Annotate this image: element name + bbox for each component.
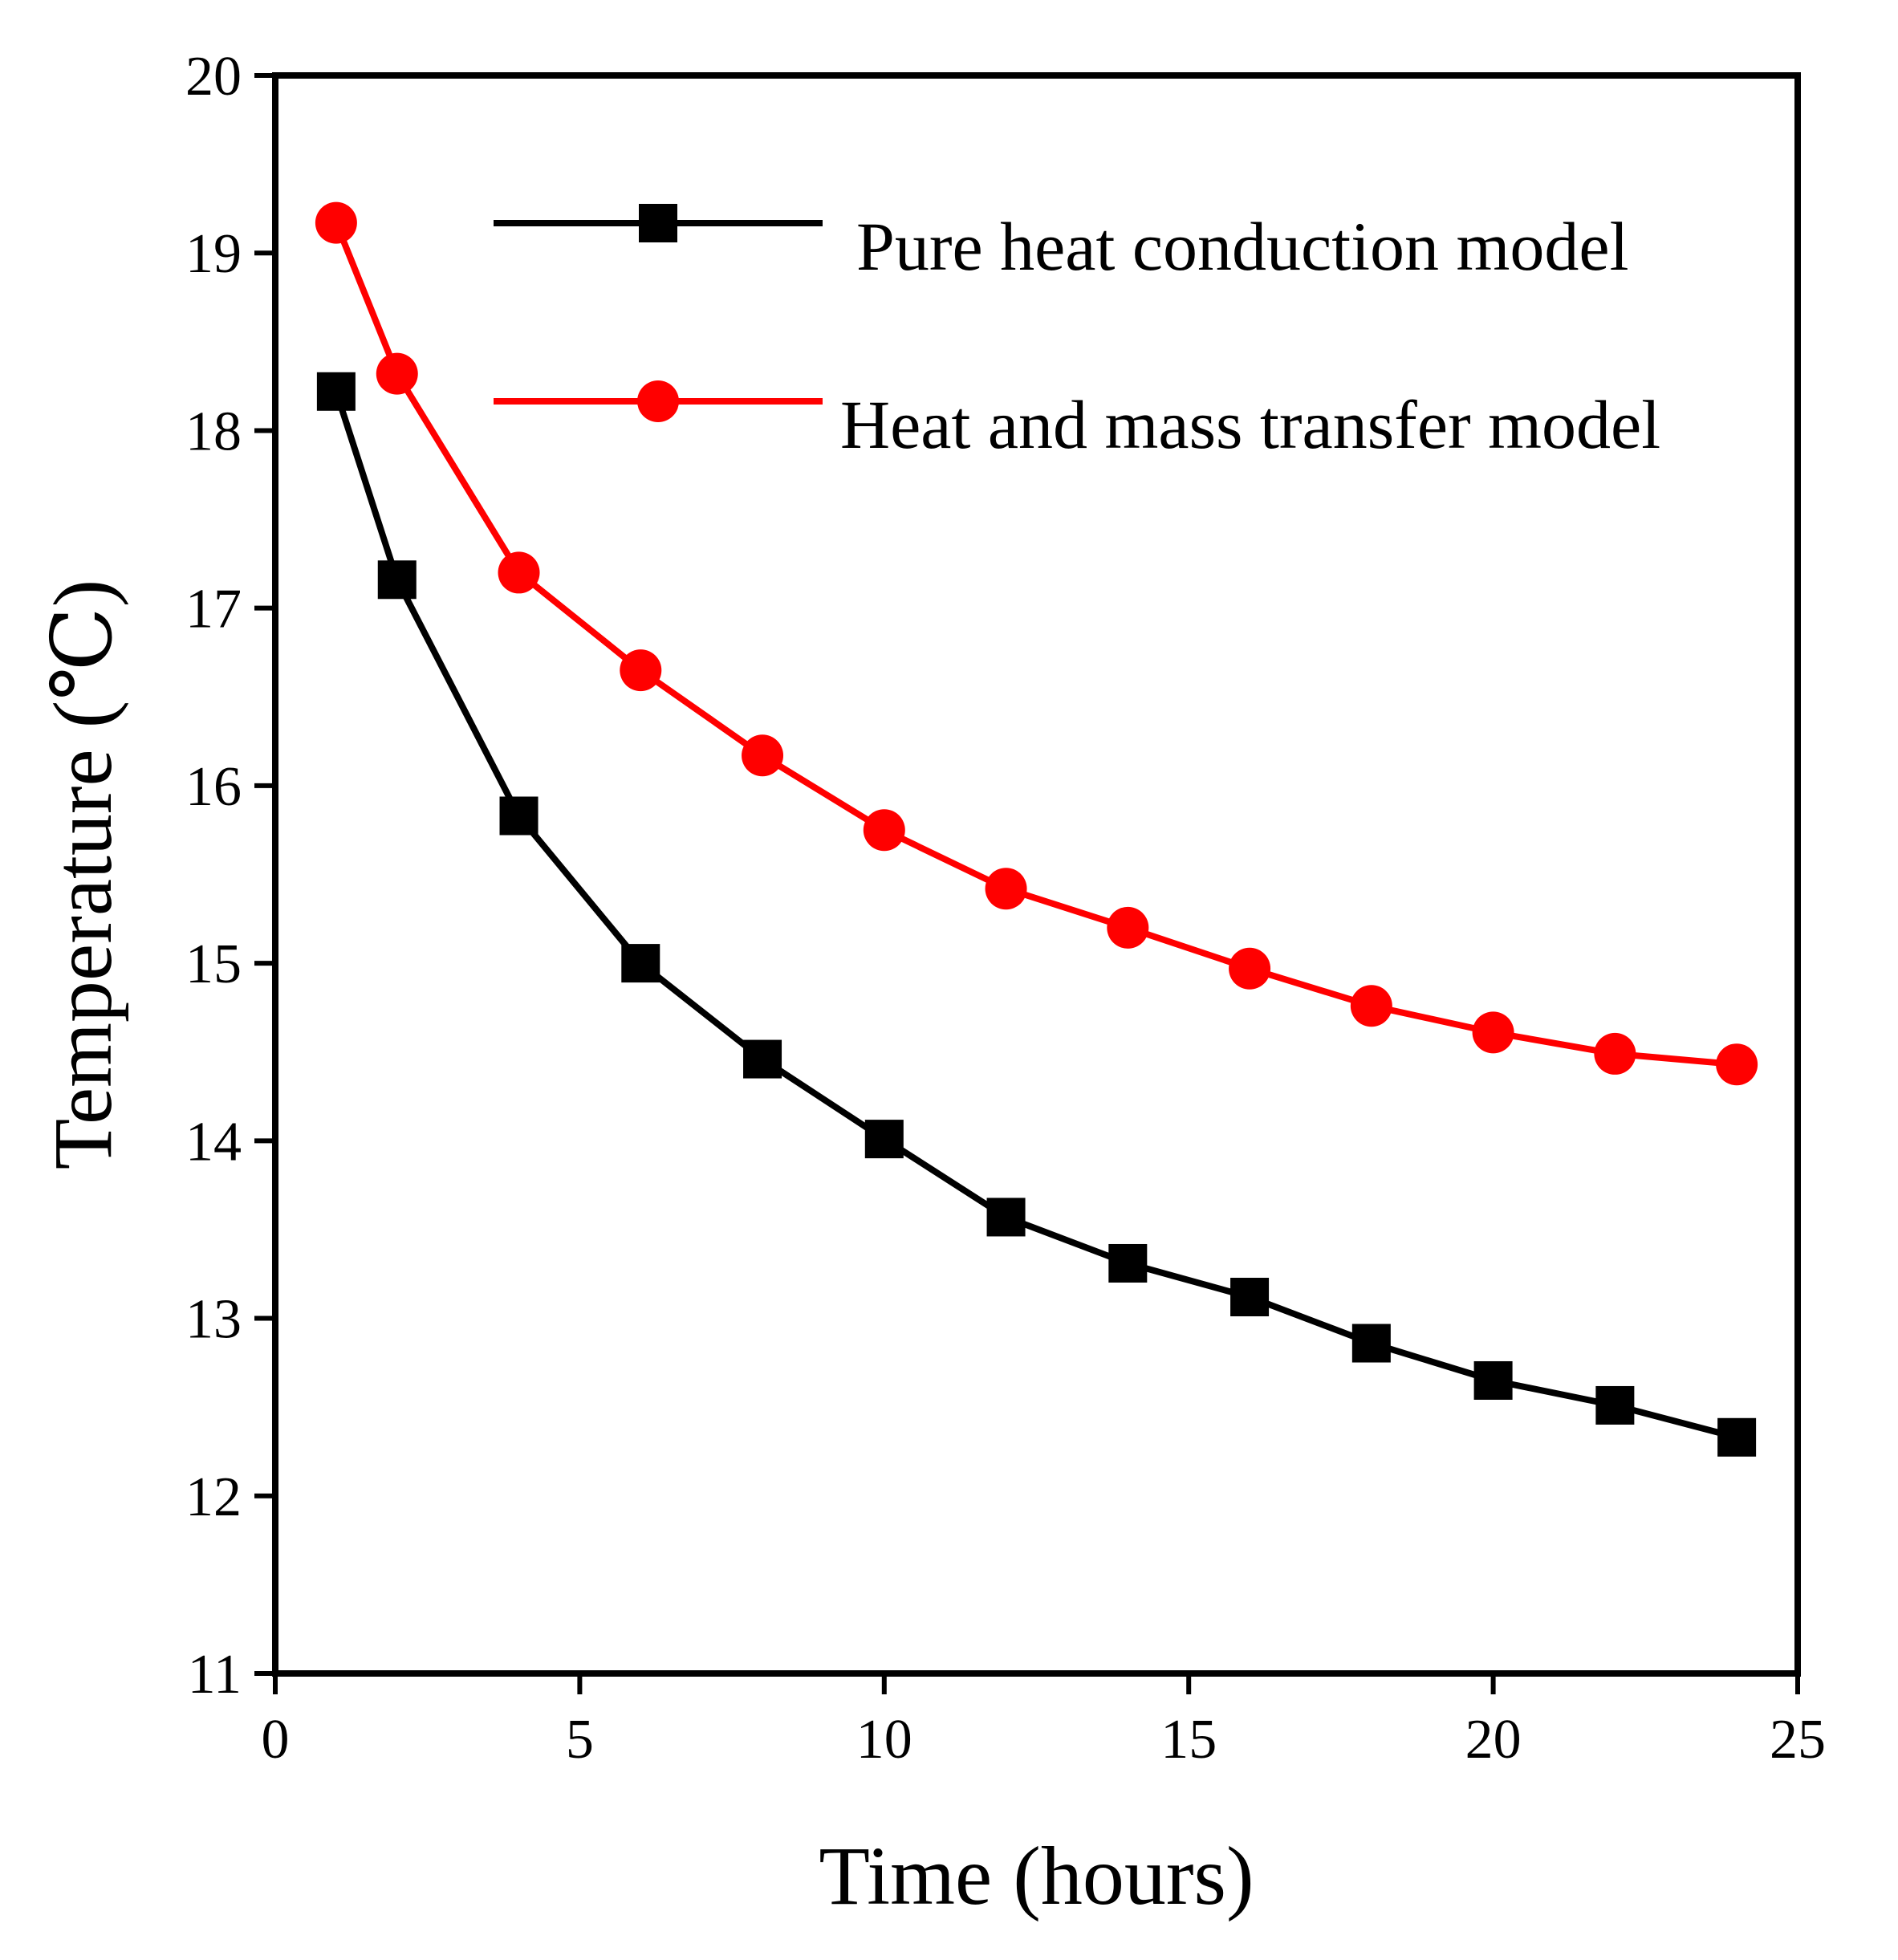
series-0-point-10 — [1473, 1360, 1513, 1400]
series-1-point-10 — [1472, 1011, 1514, 1054]
x-axis-title: Time (hours) — [819, 1830, 1254, 1922]
legend-label-1: Heat and mass transfer model — [840, 386, 1660, 463]
axis-layer: 0 5 10 15 20 25 11 12 13 14 15 16 17 18 19 20 — [185, 46, 1826, 1771]
legend-label-0: Pure heat conduction model — [856, 208, 1628, 285]
y-tick-label-0: 11 — [188, 1644, 242, 1706]
series-0-point-4 — [743, 1039, 782, 1079]
y-tick-label-8: 19 — [185, 223, 242, 285]
series-1-point-9 — [1350, 985, 1392, 1027]
series-1-point-11 — [1594, 1032, 1636, 1075]
series-1-point-8 — [1229, 947, 1271, 990]
series-line-1 — [333, 222, 1737, 1068]
series-1-point-3 — [620, 649, 662, 692]
series-0-point-7 — [1108, 1243, 1148, 1283]
series-1-point-6 — [985, 868, 1027, 910]
x-tick-label-5: 25 — [1770, 1709, 1826, 1771]
legend-marker-square — [639, 204, 677, 242]
series-0-point-12 — [1717, 1417, 1757, 1457]
y-axis-title: Temperature (℃) — [37, 579, 129, 1170]
series-1-point-7 — [1107, 906, 1149, 949]
y-tick-label-7: 18 — [185, 401, 242, 462]
series-1-point-12 — [1716, 1043, 1758, 1086]
legend-item-0: Pure heat conduction model — [494, 204, 1628, 285]
legend-item-1: Heat and mass transfer model — [494, 380, 1660, 463]
series-0-point-3 — [621, 944, 660, 983]
y-tick-label-9: 20 — [185, 46, 242, 108]
series-line-0 — [333, 390, 1738, 1441]
y-tick-label-3: 14 — [185, 1111, 242, 1173]
y-tick-label-6: 17 — [185, 579, 242, 640]
series-1-point-2 — [498, 551, 540, 594]
y-tick-label-4: 15 — [185, 933, 242, 995]
series-0-point-0 — [316, 372, 356, 411]
y-tick-label-5: 16 — [185, 756, 242, 818]
series-1-point-4 — [742, 734, 784, 777]
series-0-point-6 — [986, 1198, 1026, 1237]
x-tick-label-2: 10 — [856, 1709, 912, 1771]
x-tick-label-0: 0 — [262, 1709, 290, 1771]
series-1-point-5 — [863, 809, 905, 852]
plot-frame — [272, 72, 1801, 1677]
legend-marker-circle — [637, 380, 679, 422]
x-tick-label-4: 20 — [1465, 1709, 1522, 1771]
series-0-point-8 — [1230, 1278, 1270, 1317]
y-tick-label-2: 13 — [185, 1289, 242, 1351]
series-0-point-9 — [1351, 1324, 1391, 1363]
series-0-point-1 — [377, 560, 417, 600]
series-0-point-11 — [1595, 1385, 1635, 1425]
series-0-point-2 — [499, 796, 539, 836]
series-0-point-5 — [864, 1120, 904, 1159]
legend: Pure heat conduction model Heat and mass… — [494, 204, 1660, 463]
series-1-point-0 — [315, 201, 357, 244]
x-tick-label-1: 5 — [566, 1709, 594, 1771]
y-tick-label-1: 12 — [185, 1466, 242, 1528]
x-tick-label-3: 15 — [1160, 1709, 1217, 1771]
series-1-point-1 — [376, 352, 418, 395]
series-layer — [315, 201, 1758, 1457]
